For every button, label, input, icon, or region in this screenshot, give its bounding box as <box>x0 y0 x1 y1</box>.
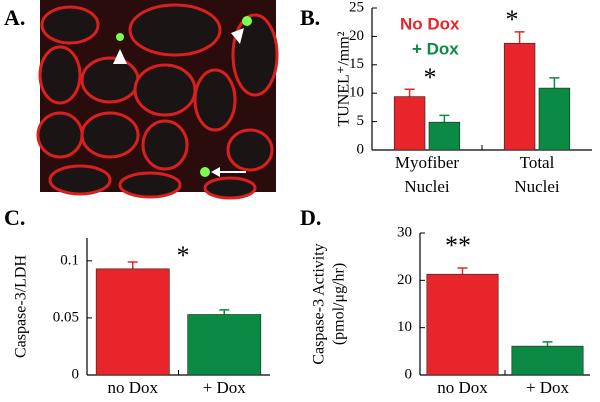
legend-entry: No Dox <box>400 14 460 33</box>
y-tick-label: 0.05 <box>53 309 79 325</box>
error-bar <box>457 267 468 275</box>
significance-mark: ** <box>445 231 471 260</box>
x-tick-label: no Dox <box>107 378 158 397</box>
error-bar <box>404 88 415 97</box>
significance-mark: * <box>424 63 437 92</box>
x-tick-label: no Dox <box>437 378 488 397</box>
x-tick-label: + Dox <box>203 378 247 397</box>
x-tick-label: Nuclei <box>404 177 450 196</box>
bar <box>426 273 499 376</box>
y-axis-label: Caspase-3 Activity <box>311 243 328 364</box>
y-tick-label: 0 <box>405 366 413 382</box>
y-tick-label: 20 <box>349 28 364 44</box>
y-axis-label: (pmol/μg/hr) <box>331 263 348 345</box>
y-axis-label: TUNEL⁺/mm² <box>336 31 353 126</box>
error-bar <box>549 77 560 89</box>
panel-label: D. <box>300 205 321 230</box>
bar <box>503 42 536 151</box>
bar <box>393 96 426 151</box>
x-tick-label: Myofiber <box>395 153 460 172</box>
y-tick-label: 10 <box>397 319 412 335</box>
bar <box>428 121 461 151</box>
bar <box>187 314 262 376</box>
panel-label: B. <box>300 5 320 30</box>
error-bar <box>127 261 138 269</box>
bar <box>95 268 170 376</box>
panel-label: C. <box>4 205 25 230</box>
y-tick-label: 0.1 <box>60 252 79 268</box>
error-bar <box>542 341 553 347</box>
y-tick-label: 0 <box>72 366 80 382</box>
y-tick-label: 10 <box>349 85 364 101</box>
significance-mark: * <box>506 5 519 34</box>
y-tick-label: 0 <box>357 141 365 157</box>
error-bar <box>514 31 525 44</box>
error-bar <box>219 309 230 315</box>
y-tick-label: 20 <box>397 272 412 288</box>
y-tick-label: 5 <box>357 113 365 129</box>
x-tick-label: Total <box>520 153 555 172</box>
legend-entry: + Dox <box>412 39 459 58</box>
y-tick-label: 15 <box>349 56 364 72</box>
significance-mark: * <box>177 241 190 270</box>
y-axis-label: Caspase-3/LDH <box>13 255 30 359</box>
y-tick-label: 30 <box>397 224 412 240</box>
x-tick-label: Nuclei <box>514 177 560 196</box>
bar <box>511 345 584 376</box>
x-tick-label: + Dox <box>526 378 570 397</box>
bar <box>538 87 571 151</box>
micrograph <box>36 0 279 200</box>
error-bar <box>439 114 450 123</box>
y-tick-label: 25 <box>349 0 364 15</box>
panel-label: A. <box>4 5 25 30</box>
